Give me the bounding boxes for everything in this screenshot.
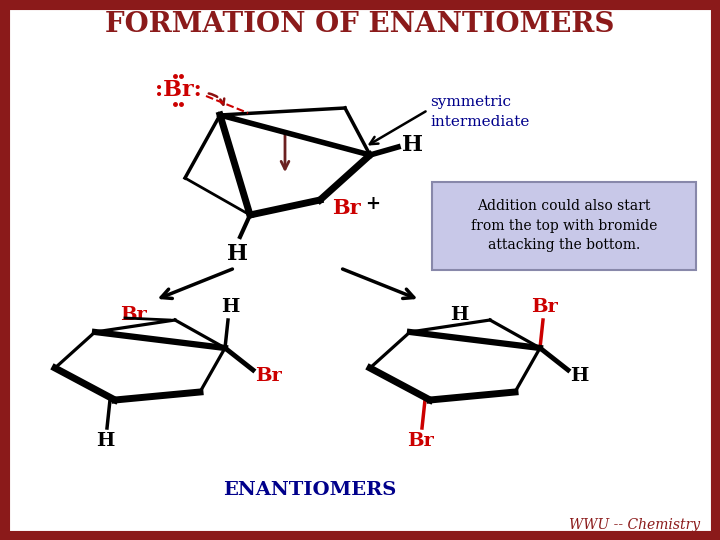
Text: Br: Br: [255, 367, 282, 385]
Text: ENANTIOMERS: ENANTIOMERS: [223, 481, 397, 499]
Text: Br: Br: [531, 298, 559, 316]
Text: H: H: [570, 367, 588, 385]
Text: H: H: [228, 243, 248, 265]
Text: Br: Br: [332, 198, 361, 218]
FancyBboxPatch shape: [432, 182, 696, 270]
Text: H: H: [96, 432, 114, 450]
Text: +: +: [365, 195, 380, 213]
Text: Addition could also start
from the top with bromide
attacking the bottom.: Addition could also start from the top w…: [471, 199, 657, 253]
Text: Br: Br: [407, 432, 433, 450]
Text: H: H: [402, 134, 423, 156]
Text: symmetric
intermediate: symmetric intermediate: [430, 95, 529, 129]
Text: H: H: [450, 306, 469, 324]
Text: FORMATION OF ENANTIOMERS: FORMATION OF ENANTIOMERS: [105, 11, 615, 38]
Text: :Br:: :Br:: [155, 79, 202, 101]
Text: Br: Br: [120, 306, 147, 324]
Text: WWU -- Chemistry: WWU -- Chemistry: [569, 518, 700, 532]
Text: H: H: [221, 298, 239, 316]
